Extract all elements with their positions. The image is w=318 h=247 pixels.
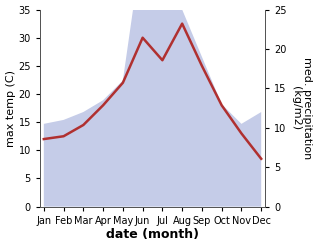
- X-axis label: date (month): date (month): [106, 228, 199, 242]
- Y-axis label: max temp (C): max temp (C): [5, 70, 16, 147]
- Y-axis label: med. precipitation
(kg/m2): med. precipitation (kg/m2): [291, 57, 313, 159]
